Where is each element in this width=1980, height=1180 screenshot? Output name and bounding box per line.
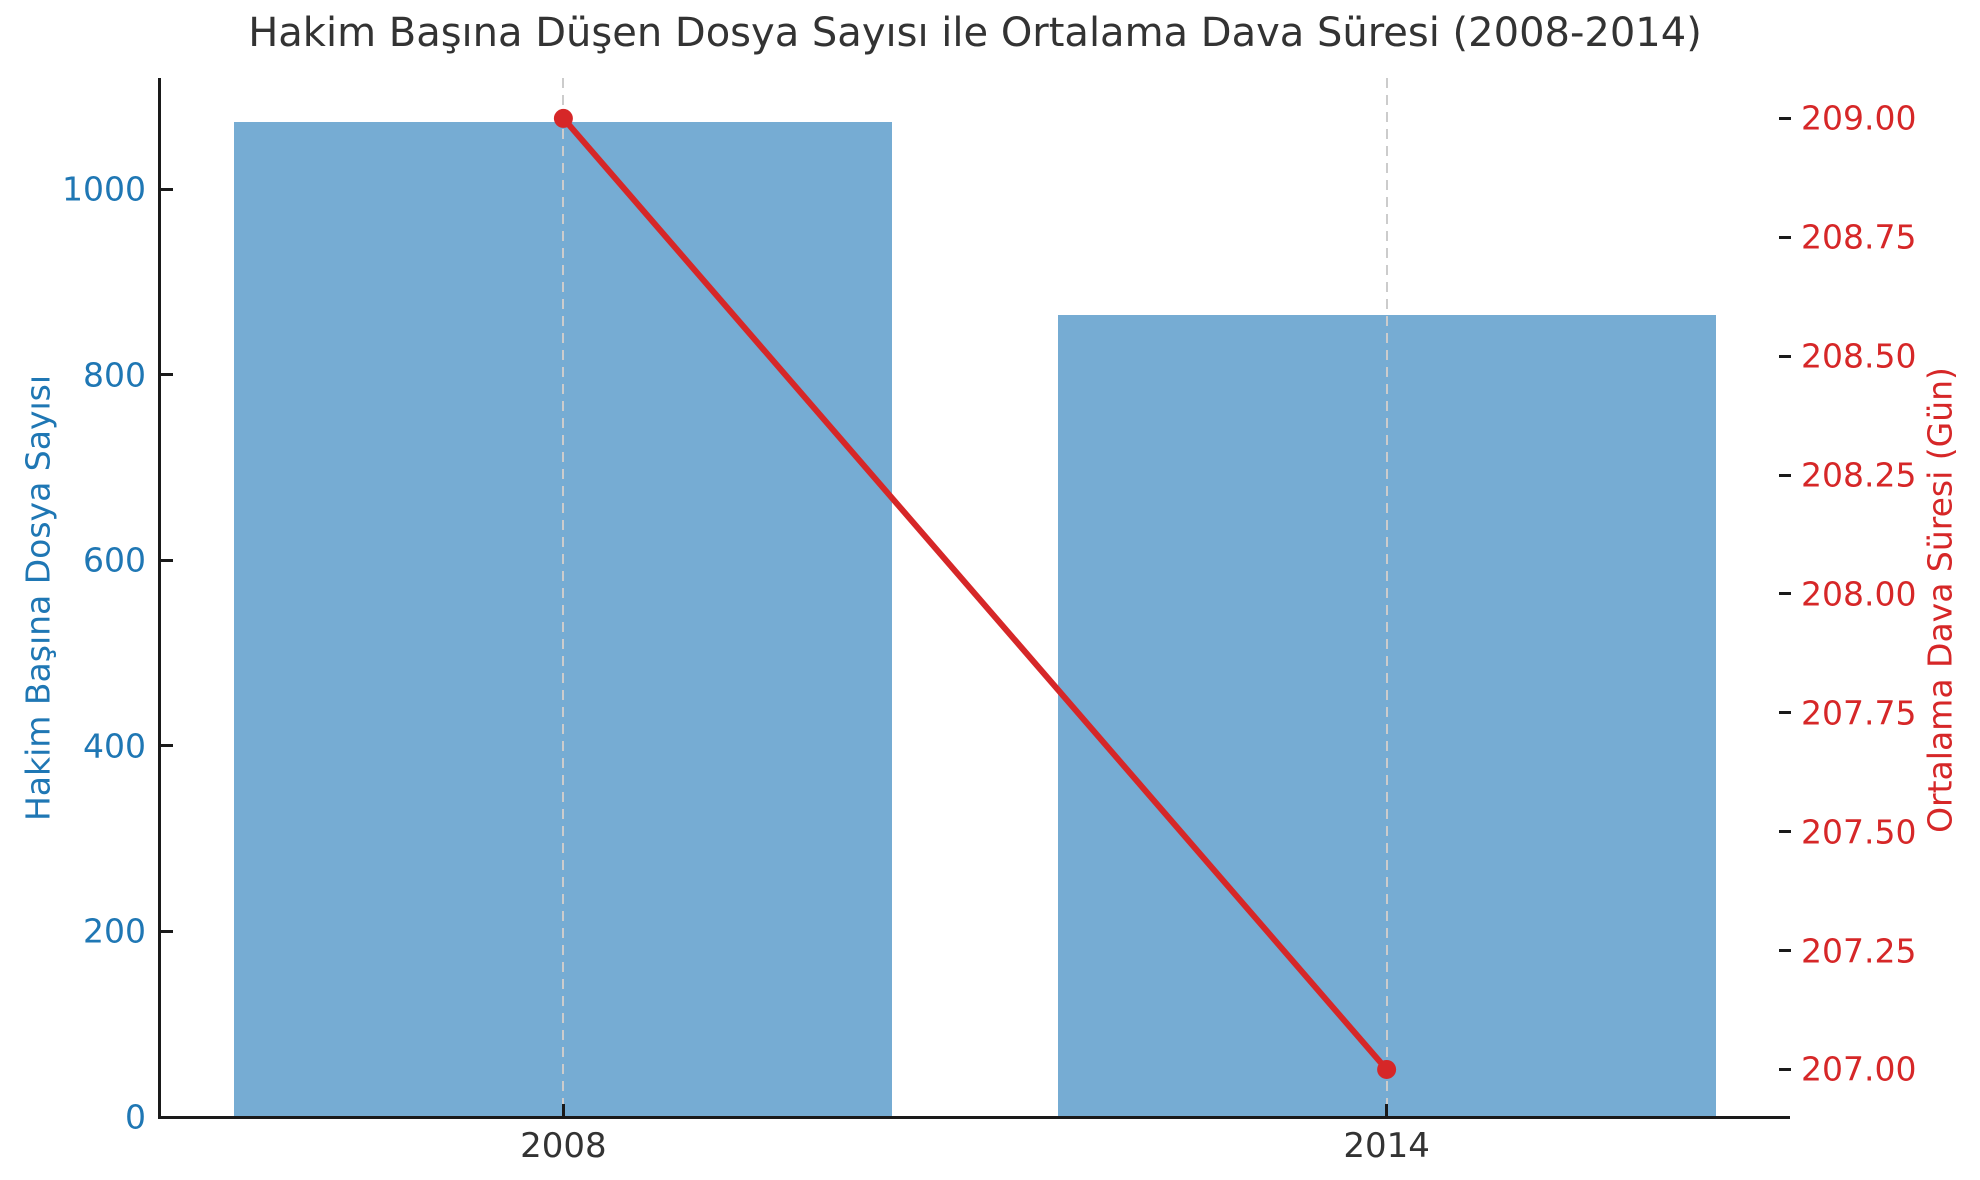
gridline-left-1000 bbox=[160, 188, 1790, 190]
gridline-right-207.50 bbox=[160, 831, 1790, 833]
chart-title: Hakim Başına Düşen Dosya Sayısı ile Orta… bbox=[248, 10, 1702, 56]
x-tick-label-2008: 2008 bbox=[520, 1126, 607, 1166]
gridline-right-207.75 bbox=[160, 712, 1790, 714]
left-tick-0 bbox=[161, 1115, 173, 1119]
right-tick-label-208.25: 208.25 bbox=[1801, 455, 1917, 495]
x-tick-label-2014: 2014 bbox=[1343, 1126, 1430, 1166]
right-tick-label-208.00: 208.00 bbox=[1801, 574, 1917, 614]
left-tick-label-400: 400 bbox=[83, 726, 146, 766]
gridline-x-2014 bbox=[1385, 78, 1388, 1117]
left-tick-800 bbox=[161, 373, 173, 377]
gridline-right-209.00 bbox=[160, 117, 1790, 119]
right-tick-label-207.00: 207.00 bbox=[1801, 1049, 1917, 1089]
left-tick-label-1000: 1000 bbox=[62, 169, 146, 209]
bottom-axis-spine bbox=[158, 1116, 1790, 1119]
left-tick-600 bbox=[161, 558, 173, 562]
right-tick-label-208.75: 208.75 bbox=[1801, 217, 1917, 257]
right-tick-208.25 bbox=[1779, 473, 1791, 477]
gridline-right-208.75 bbox=[160, 236, 1790, 238]
left-axis-spine bbox=[158, 78, 161, 1119]
left-tick-label-200: 200 bbox=[83, 911, 146, 951]
right-tick-207.25 bbox=[1779, 949, 1791, 953]
right-axis-label: Ortalama Dava Süresi (Gün) bbox=[1920, 367, 1960, 833]
gridline-x-2008 bbox=[562, 78, 565, 1117]
gridline-right-208.00 bbox=[160, 593, 1790, 595]
gridline-right-207.00 bbox=[160, 1068, 1790, 1070]
x-tick-2008 bbox=[561, 1104, 565, 1117]
right-tick-208.50 bbox=[1779, 354, 1791, 358]
right-tick-207.50 bbox=[1779, 830, 1791, 834]
right-tick-207.00 bbox=[1779, 1067, 1791, 1071]
right-tick-label-209.00: 209.00 bbox=[1801, 98, 1917, 138]
right-tick-label-207.50: 207.50 bbox=[1801, 812, 1917, 852]
right-tick-209.00 bbox=[1779, 116, 1791, 120]
right-tick-label-207.75: 207.75 bbox=[1801, 693, 1917, 733]
right-tick-label-207.25: 207.25 bbox=[1801, 931, 1917, 971]
left-tick-1000 bbox=[161, 187, 173, 191]
left-tick-200 bbox=[161, 929, 173, 933]
gridline-right-208.50 bbox=[160, 355, 1790, 357]
gridline-left-600 bbox=[160, 559, 1790, 561]
left-tick-label-0: 0 bbox=[125, 1097, 146, 1137]
left-tick-label-600: 600 bbox=[83, 540, 146, 580]
gridline-left-200 bbox=[160, 930, 1790, 932]
gridline-left-400 bbox=[160, 745, 1790, 747]
gridline-right-207.25 bbox=[160, 950, 1790, 952]
gridline-left-800 bbox=[160, 374, 1790, 376]
right-tick-label-208.50: 208.50 bbox=[1801, 336, 1917, 376]
right-tick-207.75 bbox=[1779, 711, 1791, 715]
left-tick-400 bbox=[161, 744, 173, 748]
right-tick-208.75 bbox=[1779, 235, 1791, 239]
right-tick-208.00 bbox=[1779, 592, 1791, 596]
gridline-right-208.25 bbox=[160, 474, 1790, 476]
x-tick-2014 bbox=[1385, 1104, 1389, 1117]
left-tick-label-800: 800 bbox=[83, 355, 146, 395]
